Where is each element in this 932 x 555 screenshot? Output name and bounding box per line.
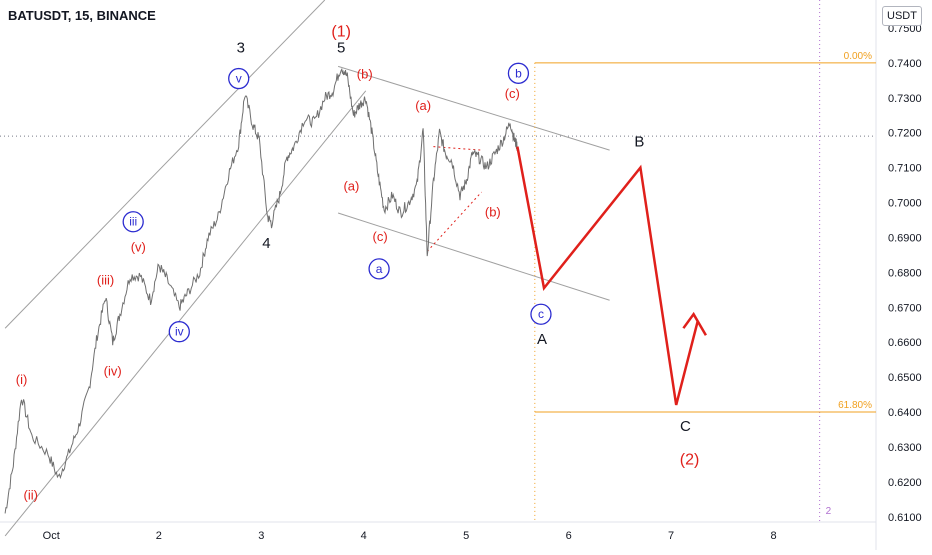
- wave-label-9: 4: [262, 235, 270, 252]
- wave-label-19: b: [515, 66, 522, 80]
- x-tick-label-6: 7: [668, 530, 674, 542]
- y-tick-label-13: 0.6200: [888, 477, 922, 489]
- y-tick-label-9: 0.6600: [888, 337, 922, 349]
- wave-label-circle-15: [368, 258, 390, 280]
- wave-label-23: C: [680, 418, 691, 435]
- fib-level-label-0: 0.00%: [844, 51, 872, 62]
- wave-label-22: B: [634, 134, 644, 151]
- y-tick-label-2: 0.7300: [888, 93, 922, 105]
- wave-label-17: (b): [485, 204, 501, 219]
- channel-abc-lower: [337, 212, 610, 301]
- x-tick-label-3: 4: [361, 530, 367, 542]
- wave-label-circle-7: [228, 67, 250, 90]
- y-tick-label-7: 0.6800: [888, 267, 922, 279]
- y-tick-label-1: 0.7400: [888, 58, 922, 70]
- channel-abc-upper: [337, 65, 610, 151]
- wave-label-15: a: [376, 262, 383, 276]
- y-tick-label-14: 0.6100: [888, 512, 922, 524]
- wave-label-13: (a): [343, 178, 359, 193]
- fib-level-label-1: 61.80%: [838, 400, 872, 411]
- triangle-line-0: [433, 146, 482, 151]
- wave-label-10: (1): [331, 24, 351, 41]
- channel-impulse-lower: [4, 90, 367, 537]
- wave-label-3: (iv): [104, 363, 122, 378]
- y-tick-label-5: 0.7000: [888, 198, 922, 210]
- wave-label-20: c: [538, 307, 544, 321]
- x-tick-label-5: 6: [566, 530, 572, 542]
- wave-label-2: (iii): [97, 273, 114, 288]
- x-tick-label-4: 5: [463, 530, 469, 542]
- y-tick-label-4: 0.7100: [888, 163, 922, 175]
- y-tick-label-8: 0.6700: [888, 302, 922, 314]
- currency-badge[interactable]: USDT: [882, 6, 922, 26]
- symbol-title: BATUSDT, 15, BINANCE: [8, 8, 156, 23]
- x-tick-label-7: 8: [770, 530, 776, 542]
- x-tick-label-0: Oct: [43, 530, 60, 542]
- wave-label-6: iv: [175, 325, 184, 339]
- wave-label-8: 3: [237, 39, 245, 56]
- y-tick-label-11: 0.6400: [888, 407, 922, 419]
- wave-label-21: A: [537, 331, 547, 348]
- projection-arrowhead: [682, 311, 707, 336]
- wave-label-circle-19: [507, 62, 530, 84]
- wave-label-12: (b): [357, 67, 373, 82]
- wave-label-circle-20: [530, 303, 552, 325]
- x-tick-label-2: 3: [258, 530, 264, 542]
- wave-label-14: (c): [373, 229, 388, 244]
- wave-label-circle-5: [122, 211, 144, 233]
- y-tick-label-6: 0.6900: [888, 232, 922, 244]
- wave-label-4: (v): [131, 239, 146, 254]
- channel-impulse-upper: [4, 0, 326, 329]
- price-series: [4, 67, 518, 514]
- wave-label-5: iii: [129, 215, 137, 229]
- y-tick-label-10: 0.6500: [888, 372, 922, 384]
- wave-label-24: (2): [680, 451, 700, 468]
- y-tick-label-12: 0.6300: [888, 442, 922, 454]
- projection-path: [516, 146, 699, 406]
- wave-label-16: (a): [415, 98, 431, 113]
- wave-label-11: 5: [337, 39, 345, 56]
- y-tick-label-3: 0.7200: [888, 128, 922, 140]
- x-tick-label-1: 2: [156, 530, 162, 542]
- wave-label-circle-6: [168, 321, 190, 343]
- wave-label-18: (c): [505, 86, 520, 101]
- wave-label-7: v: [236, 72, 242, 86]
- triangle-line-1: [426, 191, 482, 252]
- range-end-marker: 2: [826, 506, 832, 517]
- wave-label-0: (i): [16, 372, 28, 387]
- wave-label-1: (ii): [24, 487, 38, 502]
